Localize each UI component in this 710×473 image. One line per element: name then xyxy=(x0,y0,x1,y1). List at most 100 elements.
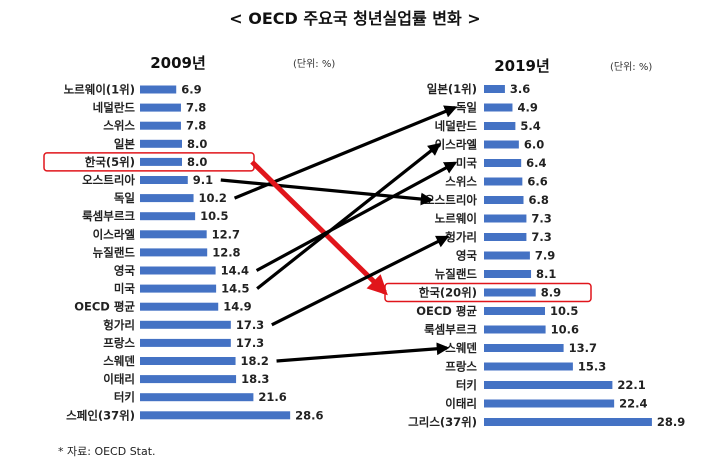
bar-2009-이스라엘 xyxy=(140,230,207,239)
bar-2019-독일 xyxy=(484,103,513,112)
bar-2019-헝가리 xyxy=(484,233,527,241)
value-label-2009-스페인: 28.6 xyxy=(295,408,323,422)
category-label-2019-뉴질랜드: 뉴질랜드 xyxy=(435,267,478,281)
category-label-2019-영국: 영국 xyxy=(456,249,478,263)
value-label-2009-일본: 8.0 xyxy=(187,137,207,151)
panel-2019: 일본(1위) 3.6 독일 4.9 네덜란드 5.4 이스라엘 6.0 미국 6.4 스위스 6.6 오… xyxy=(384,82,685,429)
category-label-2019-프랑스: 프랑스 xyxy=(445,360,477,374)
value-label-2019-스웨덴: 13.7 xyxy=(569,341,597,355)
category-label-2019-독일: 독일 xyxy=(456,101,477,115)
category-label-2019-한국: 한국(20위) xyxy=(419,286,477,300)
value-label-2009-터키: 21.6 xyxy=(258,390,286,404)
category-label-2009-이스라엘: 이스라엘 xyxy=(93,227,135,241)
value-label-2009-룩셈부르크: 10.5 xyxy=(200,209,228,223)
bar-2009-프랑스 xyxy=(140,338,231,347)
panel-2009: 노르웨이(1위) 6.9 네덜란드 7.8 스위스 7.8 일본 8.0 한국(5위) 8.0 오스… xyxy=(43,83,324,422)
bar-2009-일본 xyxy=(140,139,182,148)
value-label-2019-일본: 3.6 xyxy=(510,82,530,96)
category-label-2019-미국: 미국 xyxy=(456,156,478,170)
bar-2019-미국 xyxy=(484,159,522,167)
chart-title: < OECD 주요국 청년실업률 변화 > xyxy=(229,9,480,28)
value-label-2019-뉴질랜드: 8.1 xyxy=(536,267,556,281)
value-label-2019-프랑스: 15.3 xyxy=(578,360,606,374)
value-label-2009-이스라엘: 12.7 xyxy=(212,227,240,241)
value-label-2009-뉴질랜드: 12.8 xyxy=(212,245,240,259)
value-label-2019-영국: 7.9 xyxy=(535,249,555,263)
value-label-2009-노르웨이: 6.9 xyxy=(181,83,201,97)
category-label-2019-터키: 터키 xyxy=(456,378,477,392)
bar-2009-oecd-평균 xyxy=(140,302,219,311)
value-label-2019-헝가리: 7.3 xyxy=(531,230,551,244)
bar-2009-네덜란드 xyxy=(140,103,181,112)
bar-2019-오스트리아 xyxy=(484,196,524,204)
rank-arrow-한국 xyxy=(250,160,388,296)
bar-2009-스웨덴 xyxy=(140,357,236,365)
panel-title-2009: 2009년 xyxy=(150,54,206,72)
bar-2019-스웨덴 xyxy=(484,344,564,352)
value-label-2019-네덜란드: 5.4 xyxy=(520,119,540,133)
category-label-2019-오스트리아: 오스트리아 xyxy=(424,193,477,207)
category-label-2009-oecd-평균: OECD 평균 xyxy=(74,300,135,314)
category-label-2009-터키: 터키 xyxy=(114,390,135,404)
category-label-2009-독일: 독일 xyxy=(114,191,135,205)
category-label-2009-룩셈부르크: 룩셈부르크 xyxy=(82,209,135,223)
value-label-2019-그리스: 28.9 xyxy=(657,415,685,429)
category-label-2019-스웨덴: 스웨덴 xyxy=(445,341,477,355)
panel-title-2019: 2019년 xyxy=(494,57,550,75)
bar-2009-헝가리 xyxy=(140,320,231,329)
value-label-2009-이태리: 18.3 xyxy=(241,372,269,386)
category-label-2009-헝가리: 헝가리 xyxy=(103,318,135,332)
category-label-2009-이태리: 이태리 xyxy=(103,372,135,386)
bar-2019-oecd-평균 xyxy=(484,307,546,315)
category-label-2009-일본: 일본 xyxy=(114,137,136,151)
category-label-2009-프랑스: 프랑스 xyxy=(103,336,135,350)
bar-2019-스위스 xyxy=(484,177,523,186)
category-label-2009-한국: 한국(5위) xyxy=(85,155,135,169)
value-label-2009-독일: 10.2 xyxy=(199,191,227,205)
value-label-2019-미국: 6.4 xyxy=(526,156,546,170)
bar-2009-스페인 xyxy=(140,411,291,420)
bar-2019-그리스 xyxy=(484,418,652,426)
value-label-2009-한국: 8.0 xyxy=(187,155,207,169)
rank-arrow-스웨덴 xyxy=(276,342,450,363)
value-label-2019-oecd-평균: 10.5 xyxy=(550,304,578,318)
source-note: * 자료: OECD Stat. xyxy=(58,445,156,458)
value-label-2009-스웨덴: 18.2 xyxy=(241,354,269,368)
bar-2009-뉴질랜드 xyxy=(140,248,208,257)
value-label-2019-독일: 4.9 xyxy=(517,101,537,115)
category-label-2019-룩셈부르크: 룩셈부르크 xyxy=(424,323,477,337)
value-label-2019-오스트리아: 6.8 xyxy=(529,193,549,207)
value-label-2019-룩셈부르크: 10.6 xyxy=(551,323,579,337)
bar-2019-터키 xyxy=(484,381,613,389)
category-label-2009-오스트리아: 오스트리아 xyxy=(82,173,135,187)
category-label-2019-네덜란드: 네덜란드 xyxy=(435,119,478,133)
bar-2019-네덜란드 xyxy=(484,122,516,130)
bar-2019-노르웨이 xyxy=(484,214,527,223)
bar-2019-일본 xyxy=(484,85,505,93)
category-label-2009-뉴질랜드: 뉴질랜드 xyxy=(93,245,136,259)
bar-2009-터키 xyxy=(140,393,254,402)
category-label-2009-노르웨이: 노르웨이(1위) xyxy=(64,83,135,97)
value-label-2009-네덜란드: 7.8 xyxy=(186,101,206,115)
bar-2019-이태리 xyxy=(484,399,615,408)
bar-2019-뉴질랜드 xyxy=(484,270,532,278)
bar-2009-오스트리아 xyxy=(140,176,188,184)
rank-arrow-헝가리 xyxy=(271,235,450,327)
bar-2019-영국 xyxy=(484,251,530,260)
category-label-2019-노르웨이: 노르웨이 xyxy=(435,212,477,226)
category-label-2019-일본: 일본(1위) xyxy=(427,82,477,96)
bar-2009-미국 xyxy=(140,284,217,293)
bar-2019-프랑스 xyxy=(484,362,573,371)
value-label-2019-터키: 22.1 xyxy=(617,378,645,392)
bar-2009-스위스 xyxy=(140,121,181,130)
category-label-2009-스페인: 스페인(37위) xyxy=(66,408,135,422)
bar-2009-이태리 xyxy=(140,375,237,384)
category-label-2009-스웨덴: 스웨덴 xyxy=(103,354,135,368)
value-label-2009-미국: 14.5 xyxy=(221,282,249,296)
category-label-2009-미국: 미국 xyxy=(114,282,136,296)
category-label-2019-이스라엘: 이스라엘 xyxy=(435,138,477,152)
unit-label-2009: (단위: %) xyxy=(293,57,335,70)
bar-2009-독일 xyxy=(140,194,194,203)
category-label-2019-스위스: 스위스 xyxy=(445,175,477,189)
bar-2009-룩셈부르크 xyxy=(140,212,196,221)
